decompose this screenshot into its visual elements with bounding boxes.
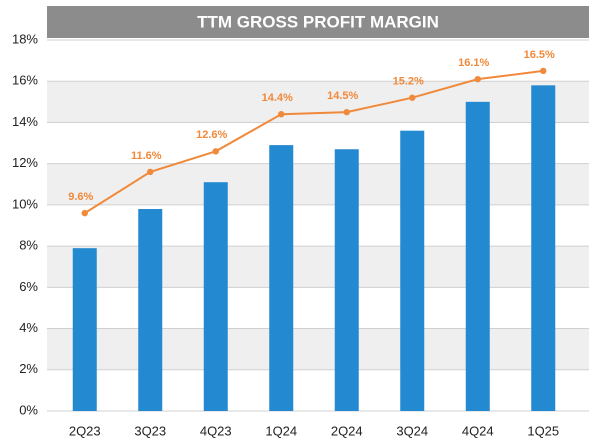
data-label: 14.5% — [327, 90, 358, 102]
y-tick-label: 2% — [19, 361, 38, 376]
y-tick-label: 8% — [19, 238, 38, 253]
data-label: 9.6% — [68, 191, 93, 203]
grid-band — [47, 246, 589, 288]
data-label: 16.1% — [458, 57, 489, 69]
x-tick-label: 3Q24 — [396, 423, 428, 438]
data-label: 16.5% — [524, 49, 555, 61]
line-point — [81, 209, 88, 217]
x-tick-label: 4Q23 — [200, 423, 232, 438]
grid-band — [47, 163, 589, 205]
y-tick-label: 14% — [12, 114, 38, 129]
y-tick-label: 16% — [12, 73, 38, 88]
data-label: 15.2% — [393, 76, 424, 88]
y-tick-label: 0% — [19, 402, 38, 417]
line-point — [409, 94, 416, 101]
x-tick-label: 1Q25 — [527, 423, 559, 438]
data-label: 11.6% — [131, 150, 162, 162]
bar — [334, 149, 359, 411]
x-tick-label: 2Q24 — [331, 423, 363, 438]
grid-band — [47, 81, 589, 123]
y-tick-label: 4% — [19, 320, 38, 335]
line-point — [343, 108, 350, 116]
bar — [138, 209, 163, 411]
line-point — [212, 148, 219, 155]
bar — [400, 130, 425, 411]
y-tick-label: 10% — [12, 196, 38, 211]
bar — [72, 248, 97, 411]
bar — [203, 182, 228, 411]
bar — [465, 101, 490, 411]
bar — [531, 85, 556, 411]
x-tick-label: 1Q24 — [265, 423, 297, 438]
bar — [269, 145, 294, 411]
line — [84, 69, 544, 214]
line-point — [540, 67, 547, 75]
line-point — [278, 111, 285, 118]
x-tick-label: 4Q24 — [462, 423, 494, 438]
y-tick-label: 6% — [19, 279, 38, 294]
x-tick-label: 3Q23 — [134, 423, 166, 438]
y-tick-label: 18% — [12, 31, 38, 46]
x-tick-label: 2Q23 — [69, 423, 101, 438]
grid-band — [47, 328, 589, 370]
chart-title: TTM GROSS PROFIT MARGIN — [197, 12, 439, 31]
data-label: 12.6% — [196, 129, 227, 141]
line-point — [474, 75, 481, 83]
line-point — [147, 168, 154, 176]
data-label: 14.4% — [262, 92, 293, 104]
title-banner — [47, 6, 589, 38]
y-tick-label: 12% — [12, 155, 38, 170]
